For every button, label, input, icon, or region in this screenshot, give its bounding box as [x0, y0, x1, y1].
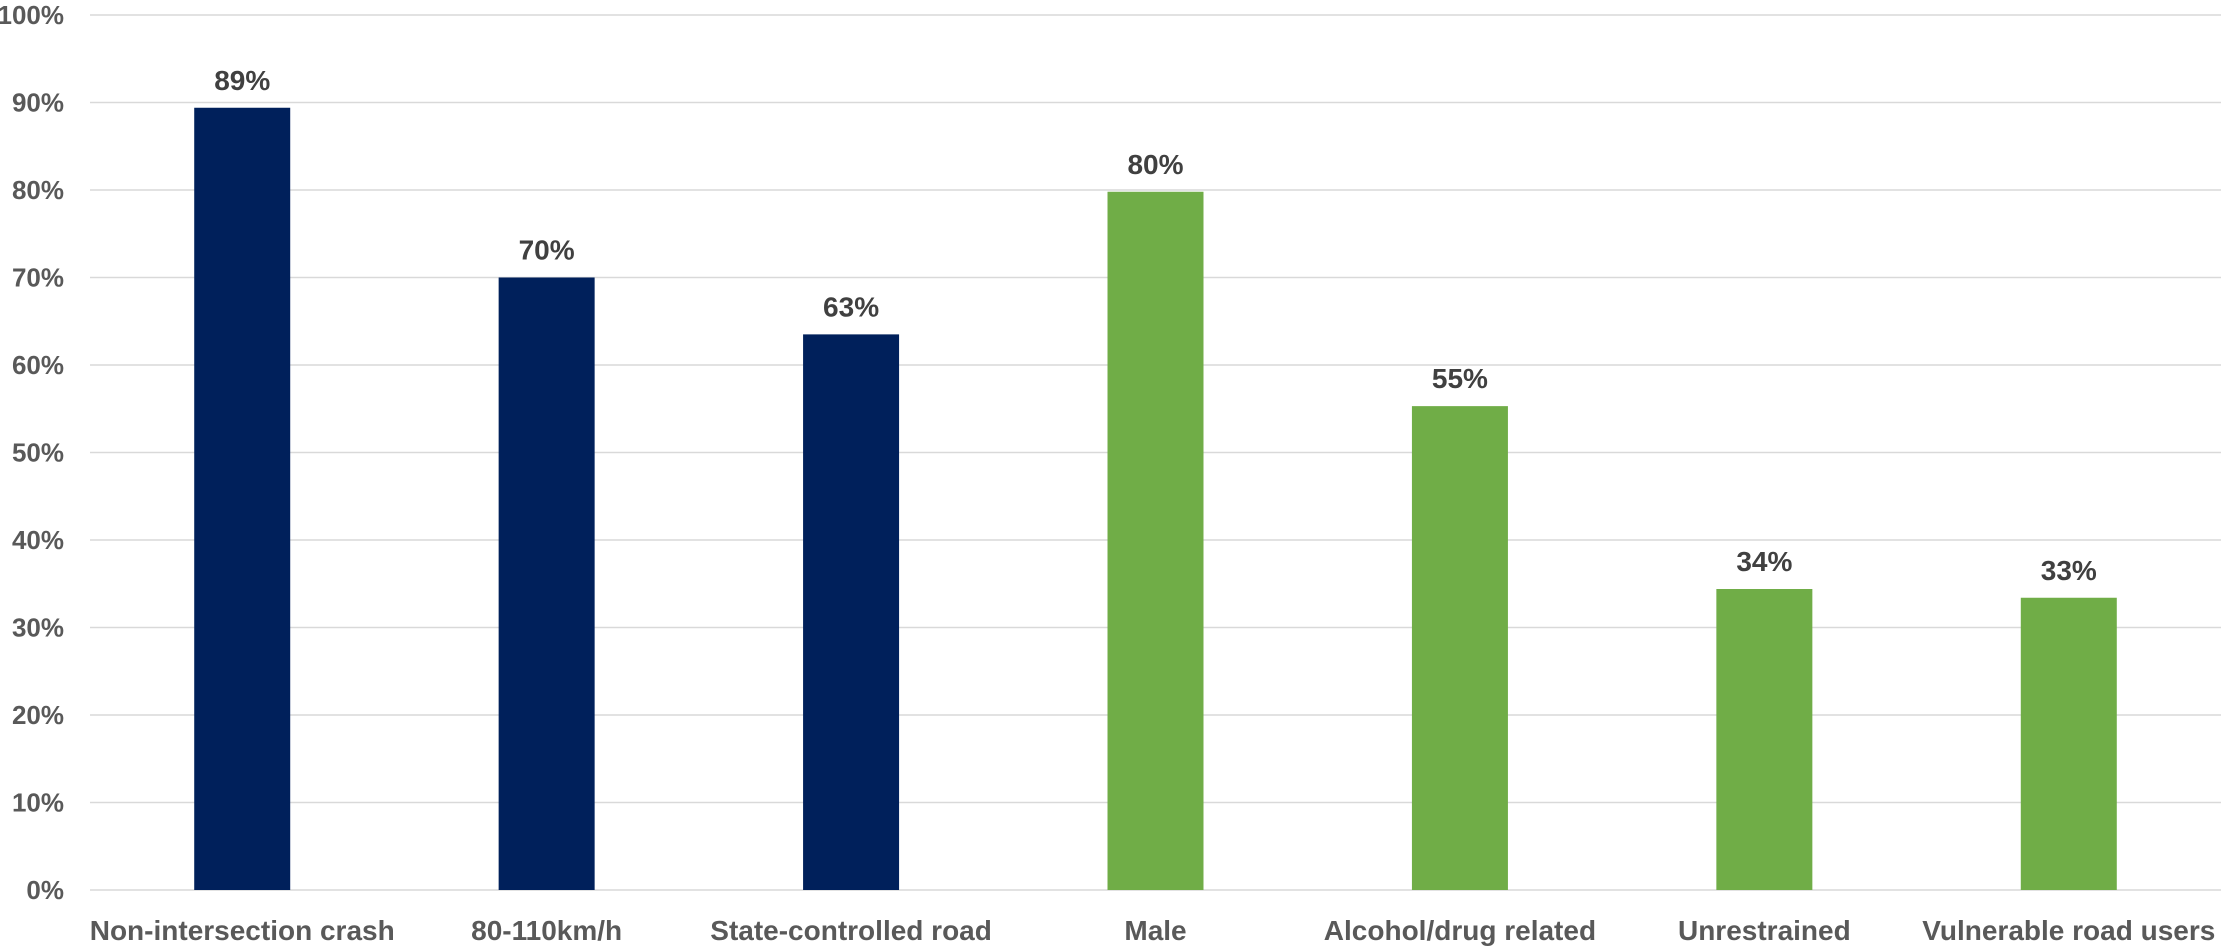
- x-category-label: 80-110km/h: [471, 915, 622, 946]
- x-category-label: Vulnerable road users: [1922, 915, 2215, 946]
- y-tick-label: 100%: [0, 0, 64, 30]
- data-label: 33%: [2041, 555, 2097, 586]
- y-tick-label: 20%: [12, 700, 64, 730]
- x-category-label: Non-intersection crash: [90, 915, 395, 946]
- bar: [1108, 192, 1204, 890]
- y-tick-label: 10%: [12, 788, 64, 818]
- y-tick-label: 30%: [12, 613, 64, 643]
- y-tick-label: 70%: [12, 263, 64, 293]
- x-category-label: Alcohol/drug related: [1324, 915, 1596, 946]
- data-label: 89%: [214, 65, 270, 96]
- data-label: 55%: [1432, 363, 1488, 394]
- bar: [194, 108, 290, 890]
- x-axis-category-labels: Non-intersection crash 80-110km/h State-co…: [90, 915, 2216, 946]
- data-label: 80%: [1127, 149, 1183, 180]
- data-label: 63%: [823, 291, 879, 322]
- y-tick-label: 50%: [12, 438, 64, 468]
- data-label: 34%: [1736, 546, 1792, 577]
- bar: [1412, 406, 1508, 890]
- x-category-label: State-controlled road: [710, 915, 992, 946]
- bar: [1716, 589, 1812, 890]
- x-category-label: Male: [1124, 915, 1186, 946]
- y-tick-label: 90%: [12, 88, 64, 118]
- bar: [803, 334, 899, 890]
- data-label: 70%: [519, 235, 575, 266]
- y-tick-label: 80%: [12, 175, 64, 205]
- bar: [2021, 598, 2117, 890]
- y-tick-label: 0%: [26, 875, 64, 905]
- y-axis-tick-labels: 0% 10% 20% 30% 40% 50% 60% 70% 80% 90% 100%: [0, 0, 64, 905]
- y-tick-label: 40%: [12, 525, 64, 555]
- bars: [194, 108, 2117, 890]
- y-tick-label: 60%: [12, 350, 64, 380]
- bar: [499, 278, 595, 891]
- x-category-label: Unrestrained: [1678, 915, 1851, 946]
